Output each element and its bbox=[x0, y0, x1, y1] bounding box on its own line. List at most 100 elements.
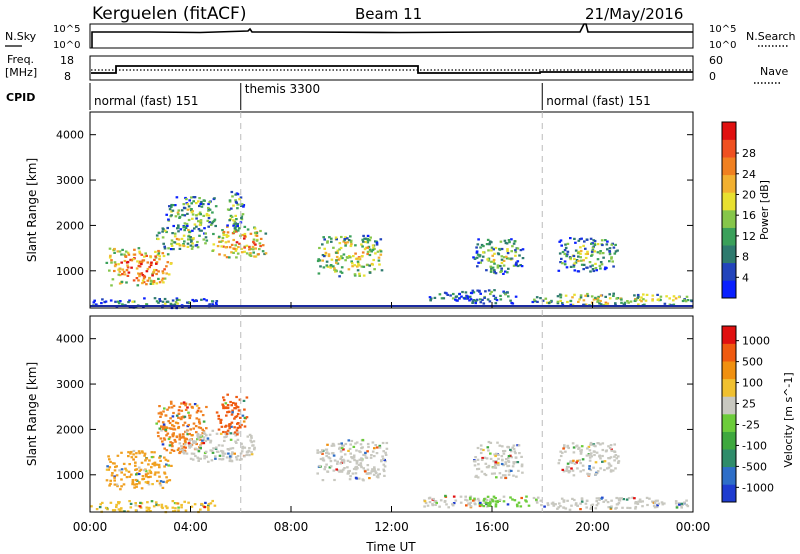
power-echo-cell bbox=[499, 298, 503, 301]
power-echo-cell bbox=[490, 269, 493, 272]
velocity-echo-cell bbox=[532, 496, 536, 500]
power-echo-cell bbox=[668, 303, 672, 306]
power-echo-cell bbox=[138, 250, 141, 253]
velocity-echo-cell bbox=[485, 502, 488, 506]
velocity-echo-cell bbox=[197, 437, 201, 440]
power-echo-cell bbox=[113, 251, 116, 254]
power-echo-cell bbox=[207, 217, 211, 220]
power-echo-cell bbox=[138, 275, 141, 278]
velocity-echo-region bbox=[178, 429, 256, 463]
velocity-echo-cell bbox=[501, 459, 504, 462]
power-echo-cell bbox=[373, 247, 376, 250]
power-echo-cell bbox=[590, 254, 593, 257]
power-echo-cell bbox=[479, 246, 482, 249]
velocity-echo-cell bbox=[163, 471, 166, 474]
power-echo-cell bbox=[612, 265, 615, 268]
velocity-colorbar-frame bbox=[721, 325, 737, 503]
power-echo-cell bbox=[606, 302, 610, 305]
velocity-xticks: 00:00 04:00 08:00 12:00 16:00 20:00 00:00 bbox=[73, 506, 710, 534]
velocity-echo-cell bbox=[480, 470, 484, 473]
velocity-echo-cell bbox=[172, 411, 175, 415]
power-echo-cell bbox=[163, 247, 167, 250]
velocity-echo-cell bbox=[371, 450, 375, 453]
velocity-echo-cell bbox=[318, 464, 321, 468]
power-echo-cell bbox=[238, 242, 241, 245]
velocity-ytick-label: 1000 bbox=[56, 469, 84, 482]
power-echo-cell bbox=[142, 277, 146, 280]
power-echo-cell bbox=[188, 199, 191, 202]
power-echo-cell bbox=[623, 301, 627, 304]
power-colorbar-swatch bbox=[722, 262, 736, 281]
velocity-echo-cell bbox=[109, 460, 112, 463]
power-echo-cell bbox=[616, 249, 619, 252]
power-echo-cell bbox=[121, 268, 125, 271]
velocity-xlabel: Time UT bbox=[365, 540, 416, 554]
velocity-echo-cell bbox=[224, 406, 227, 410]
power-echo-cell bbox=[361, 240, 365, 243]
power-echo-cell bbox=[117, 263, 120, 266]
velocity-echo-cell bbox=[581, 458, 585, 461]
velocity-echo-cell bbox=[140, 502, 144, 505]
nsky-tick-high: 10^5 bbox=[53, 24, 80, 35]
velocity-echo-cell bbox=[217, 414, 220, 417]
velocity-echo-cell bbox=[153, 464, 156, 467]
velocity-echo-cell bbox=[169, 441, 172, 444]
power-echo-cell bbox=[579, 249, 583, 253]
power-echo-cell bbox=[361, 238, 364, 241]
velocity-echo-cell bbox=[169, 400, 173, 403]
velocity-echo-cell bbox=[641, 500, 644, 503]
velocity-echo-cell bbox=[447, 506, 450, 509]
power-echo-cell bbox=[248, 254, 252, 257]
freq-trace bbox=[91, 65, 693, 74]
power-echo-cell bbox=[428, 296, 432, 299]
power-echo-cell bbox=[176, 211, 180, 214]
velocity-echo-cell bbox=[165, 476, 168, 479]
velocity-echo-cell bbox=[120, 478, 123, 481]
velocity-echo-cell bbox=[581, 464, 585, 467]
velocity-echo-cell bbox=[349, 475, 352, 478]
velocity-echo-cell bbox=[571, 442, 575, 445]
velocity-echo-cell bbox=[516, 505, 519, 508]
velocity-echo-cell bbox=[588, 449, 592, 452]
power-echo-cell bbox=[255, 239, 259, 242]
velocity-echo-cell bbox=[590, 452, 593, 455]
power-echo-cell bbox=[243, 250, 246, 253]
velocity-echo-cell bbox=[157, 463, 161, 466]
power-echo-cell bbox=[582, 299, 586, 302]
power-echo-cell bbox=[334, 269, 338, 272]
velocity-echo-cell bbox=[363, 454, 367, 457]
velocity-echo-cell bbox=[601, 460, 604, 463]
velocity-echo-cell bbox=[177, 447, 181, 450]
velocity-echo-cell bbox=[326, 443, 329, 446]
power-echo-cell bbox=[140, 262, 143, 266]
velocity-echo-cell bbox=[580, 451, 583, 454]
power-echo-cell bbox=[356, 269, 360, 272]
velocity-echo-cell bbox=[214, 457, 217, 460]
power-echo-cell bbox=[357, 262, 360, 265]
velocity-echo-cell bbox=[250, 435, 253, 438]
power-echo-cell bbox=[583, 240, 586, 243]
velocity-echo-cell bbox=[603, 468, 606, 472]
velocity-echo-cell bbox=[207, 502, 211, 506]
power-echo-cell bbox=[169, 248, 173, 251]
power-echo-cell bbox=[482, 302, 486, 305]
power-echo-cell bbox=[469, 298, 473, 301]
power-echo-cell bbox=[325, 260, 329, 263]
power-echo-cell bbox=[571, 296, 574, 299]
velocity-echo-cell bbox=[487, 440, 491, 444]
velocity-echo-cell bbox=[366, 468, 370, 471]
power-ytick-label: 1000 bbox=[56, 265, 84, 278]
velocity-echo-cell bbox=[559, 454, 563, 458]
power-echo-cell bbox=[668, 297, 671, 300]
power-echo-cell bbox=[142, 259, 146, 262]
velocity-echo-cell bbox=[546, 503, 550, 507]
velocity-echo-cell bbox=[236, 412, 240, 416]
power-echo-cell bbox=[167, 218, 170, 221]
velocity-echo-cell bbox=[118, 509, 122, 512]
power-echo-cell bbox=[210, 222, 214, 225]
velocity-echo-cell bbox=[571, 497, 574, 500]
velocity-echo-cell bbox=[123, 510, 126, 513]
velocity-echo-cell bbox=[501, 445, 504, 448]
velocity-echo-cell bbox=[369, 472, 372, 475]
velocity-echo-cell bbox=[134, 478, 138, 482]
